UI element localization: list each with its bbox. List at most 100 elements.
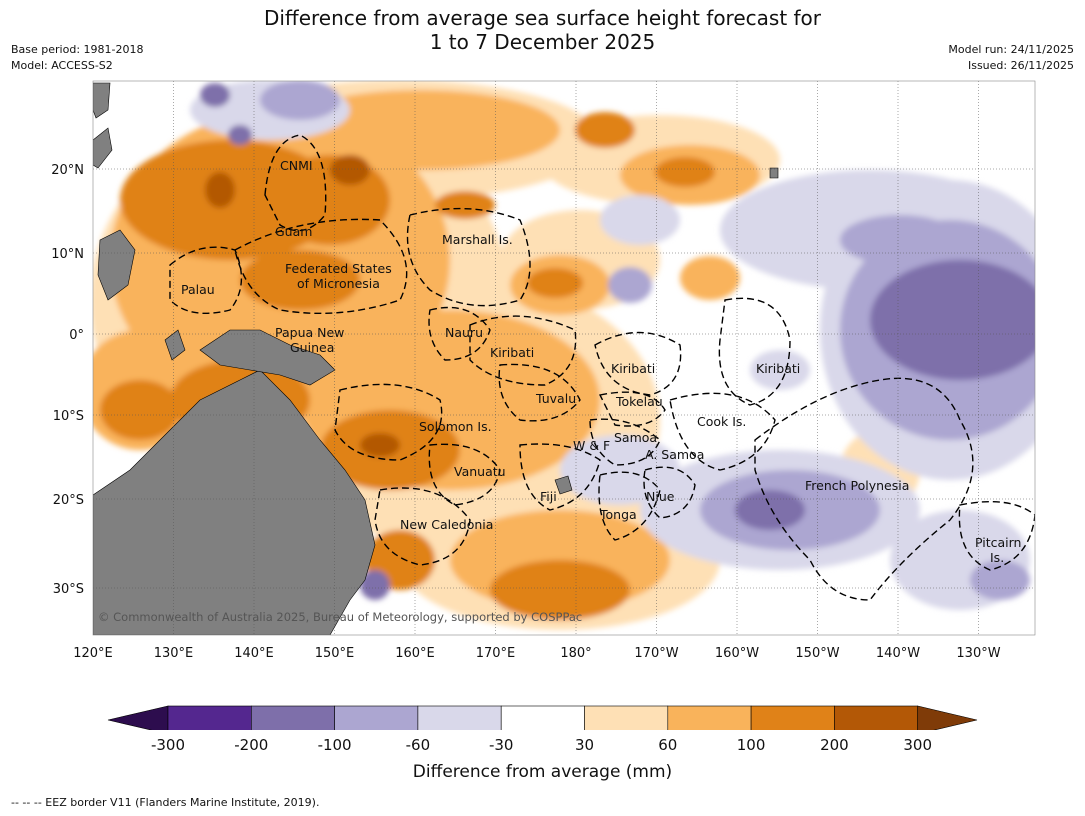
philippines-landmass xyxy=(97,229,136,301)
label-new-caledonia: New Caledonia xyxy=(400,517,493,532)
eez-marshall xyxy=(406,207,531,307)
label-pitcairn-line1: Pitcairn xyxy=(975,535,1021,550)
label-marshall: Marshall Is. xyxy=(442,232,513,247)
model-name: Model: ACCESS-S2 xyxy=(11,59,113,72)
eez-niue xyxy=(643,466,696,519)
label-kiribati-east: Kiribati xyxy=(756,361,800,376)
lon-tick-label: 170°E xyxy=(476,646,516,661)
colorbar-bin xyxy=(584,705,669,730)
label-wf: W & F xyxy=(573,438,610,453)
label-png-line1: Papua New xyxy=(275,325,344,340)
colorbar-tick-label: -30 xyxy=(488,736,514,754)
meta-right: Model run: 24/11/2025 Issued: 26/11/2025 xyxy=(948,42,1074,74)
colorbar-bin xyxy=(750,705,835,730)
map-area: CNMI Guam Marshall Is. Federated States … xyxy=(93,81,1035,635)
eez-solomon xyxy=(334,383,443,461)
australia-landmass xyxy=(93,369,376,635)
lon-tick-label: 160°W xyxy=(715,646,759,661)
label-tuvalu: Tuvalu xyxy=(535,391,576,406)
base-period: Base period: 1981-2018 xyxy=(11,43,144,56)
eez-fsm xyxy=(234,218,408,315)
label-solomon: Solomon Is. xyxy=(419,419,492,434)
eez-legend: -- -- -- EEZ border V11 (Flanders Marine… xyxy=(11,796,320,809)
label-palau: Palau xyxy=(181,282,215,297)
colorbar-max-arrow xyxy=(917,705,978,730)
latitude-axis: 20°N 10°N 0° 10°S 20°S 30°S xyxy=(51,163,84,597)
label-fsm-line1: Federated States xyxy=(285,261,392,276)
copyright-text: © Commonwealth of Australia 2025, Bureau… xyxy=(98,610,582,624)
label-png-line2: Guinea xyxy=(290,340,334,355)
colorbar-tick-label: 300 xyxy=(903,736,932,754)
gridlines xyxy=(93,81,1035,635)
map-title: Difference from average sea surface heig… xyxy=(0,6,1085,54)
eez-fiji xyxy=(519,443,601,511)
title-line-1: Difference from average sea surface heig… xyxy=(263,6,822,30)
eez-kiribati-central xyxy=(594,331,682,396)
label-guam: Guam xyxy=(275,224,312,239)
label-fsm-line2: of Micronesia xyxy=(297,276,380,291)
lat-tick-label: 20°N xyxy=(51,163,84,178)
colorbar-tick-label: -200 xyxy=(234,736,269,754)
lon-tick-label: 120°E xyxy=(73,646,113,661)
eez-nauru xyxy=(428,306,491,361)
label-amsamoa: A. Samoa xyxy=(645,447,704,462)
eez-vanuatu xyxy=(428,443,501,506)
model-run: Model run: 24/11/2025 xyxy=(948,43,1074,56)
colorbar-bin xyxy=(167,705,252,730)
title-line-2: 1 to 7 December 2025 xyxy=(429,30,656,54)
eez-cnmi xyxy=(264,134,327,232)
eez-tokelau xyxy=(598,391,666,427)
lon-tick-label: 150°E xyxy=(315,646,355,661)
eez-cook xyxy=(669,392,776,471)
place-labels: CNMI Guam Marshall Is. Federated States … xyxy=(181,158,1021,565)
label-kiribati-west: Kiribati xyxy=(490,345,534,360)
eez-tonga xyxy=(598,471,661,541)
label-samoa: Samoa xyxy=(614,430,657,445)
meta-left: Base period: 1981-2018 Model: ACCESS-S2 xyxy=(11,42,143,74)
lon-tick-label: 130°W xyxy=(956,646,1000,661)
eez-french-polynesia xyxy=(754,377,974,601)
lat-tick-label: 0° xyxy=(69,328,84,343)
label-french-polynesia: French Polynesia xyxy=(805,478,909,493)
lat-tick-label: 10°S xyxy=(53,409,84,424)
land-masses xyxy=(93,82,779,635)
eez-new-caledonia xyxy=(374,487,471,566)
colorbar-min-arrow xyxy=(107,705,169,730)
longitude-axis: 120°E 130°E 140°E 150°E 160°E 170°E 180° 170°W 1… xyxy=(73,646,1000,661)
label-nauru: Nauru xyxy=(445,325,483,340)
colorbar-bin xyxy=(834,705,919,730)
colorbar-tick-label: -60 xyxy=(405,736,431,754)
eez-kiribati-east xyxy=(718,297,791,406)
taiwan-landmass xyxy=(93,82,111,119)
new-guinea-landmass xyxy=(199,329,336,386)
colorbar xyxy=(107,705,978,730)
lon-tick-label: 130°E xyxy=(154,646,194,661)
colorbar-tick-label: 100 xyxy=(736,736,766,754)
lon-tick-label: 170°W xyxy=(634,646,678,661)
label-vanuatu: Vanuatu xyxy=(454,464,506,479)
hawaii-landmass xyxy=(769,167,779,179)
issued-date: Issued: 26/11/2025 xyxy=(967,59,1074,72)
label-tonga: Tonga xyxy=(599,507,637,522)
label-cnmi: CNMI xyxy=(280,158,313,173)
colorbar-tick-label: -300 xyxy=(150,736,186,754)
lon-tick-label: 140°E xyxy=(234,646,274,661)
colorbar-tick-label: 200 xyxy=(820,736,849,754)
colorbar-bin xyxy=(251,705,335,730)
label-cook: Cook Is. xyxy=(697,414,746,429)
lon-tick-label: 140°W xyxy=(876,646,920,661)
lat-tick-label: 20°S xyxy=(53,493,84,508)
eez-samoa xyxy=(589,418,661,466)
map-frame xyxy=(92,80,1036,636)
eez-tuvalu xyxy=(498,363,581,422)
colorbar-bin xyxy=(334,705,419,730)
lon-tick-label: 160°E xyxy=(395,646,435,661)
colorbar-bin xyxy=(500,705,585,730)
map-figure: CNMI Guam Marshall Is. Federated States … xyxy=(51,80,1036,730)
label-pitcairn-line2: Is. xyxy=(990,550,1004,565)
lon-tick-label: 180° xyxy=(560,646,591,661)
label-niue: Niue xyxy=(646,489,675,504)
eez-borders xyxy=(169,134,1035,601)
colorbar-title: Difference from average (mm) xyxy=(412,762,673,782)
mainland-edge xyxy=(93,127,113,169)
